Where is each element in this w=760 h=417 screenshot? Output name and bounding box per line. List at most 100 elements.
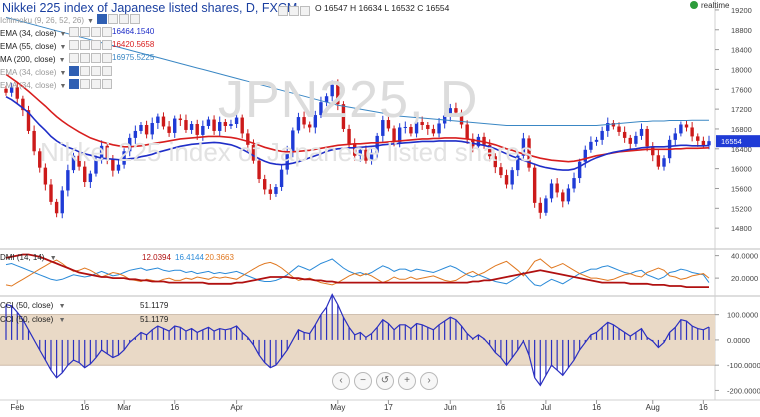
settings-icon[interactable] bbox=[69, 27, 80, 37]
dropdown-arrow-icon[interactable]: ▼ bbox=[58, 57, 66, 64]
candle-body bbox=[600, 130, 604, 140]
time-tick-label: Jul bbox=[541, 403, 551, 412]
settings-icon[interactable] bbox=[278, 6, 288, 16]
candle-body bbox=[566, 188, 571, 202]
candle-body bbox=[651, 146, 655, 156]
candle-body bbox=[606, 123, 610, 131]
dropdown-arrow-icon[interactable]: ▼ bbox=[58, 303, 66, 310]
candle-body bbox=[403, 126, 408, 128]
cci-tick-label: -200.0000 bbox=[727, 386, 760, 395]
price-tick-label: 18000 bbox=[731, 65, 752, 74]
settings-icon[interactable] bbox=[69, 79, 80, 89]
time-tick-label: 16 bbox=[80, 403, 89, 412]
legend-label: Ichimoku (9, 26, 52, 26) bbox=[0, 16, 85, 25]
reset-chart-button[interactable]: ↺ bbox=[376, 372, 394, 390]
source-icon[interactable] bbox=[80, 27, 91, 37]
scroll-left-button[interactable]: ‹ bbox=[332, 372, 350, 390]
candle-body bbox=[291, 130, 295, 152]
price-tick-label: 19200 bbox=[731, 6, 752, 15]
legend-row[interactable]: EMA (55, close) ▼ 16420.5658 bbox=[0, 40, 154, 51]
cci-label: CCI (50, close) bbox=[0, 301, 54, 310]
legend-row[interactable]: EMA (34, close) ▼ bbox=[0, 66, 113, 77]
source-icon[interactable] bbox=[107, 14, 118, 24]
candle-body bbox=[105, 145, 109, 160]
source-icon[interactable] bbox=[80, 66, 91, 76]
legend-value: 16420.5658 bbox=[112, 40, 155, 49]
candle-body bbox=[493, 156, 497, 168]
dropdown-arrow-icon[interactable]: ▼ bbox=[59, 83, 67, 90]
candle-body bbox=[94, 159, 98, 174]
cci-line bbox=[5, 293, 710, 387]
price-tick-label: 18800 bbox=[731, 26, 752, 35]
dropdown-arrow-icon[interactable]: ▼ bbox=[49, 255, 57, 262]
close-icon[interactable] bbox=[102, 40, 113, 50]
close-icon[interactable] bbox=[101, 53, 112, 63]
candle-body bbox=[246, 133, 250, 145]
settings-icon[interactable] bbox=[69, 66, 80, 76]
dropdown-arrow-icon[interactable]: ▼ bbox=[87, 18, 94, 25]
candle-body bbox=[302, 117, 306, 125]
hide-icon[interactable] bbox=[91, 66, 102, 76]
candle-body bbox=[156, 116, 160, 124]
candle-body bbox=[487, 144, 492, 157]
close-icon[interactable] bbox=[102, 79, 113, 89]
hide-icon[interactable] bbox=[91, 40, 102, 50]
candle-body bbox=[195, 124, 199, 135]
close-icon[interactable] bbox=[102, 27, 113, 37]
settings-icon[interactable] bbox=[96, 14, 107, 24]
hide-icon[interactable] bbox=[289, 6, 299, 16]
scroll-right-button[interactable]: › bbox=[420, 372, 438, 390]
legend-row[interactable]: Ichimoku (9, 26, 52, 26) ▼ bbox=[0, 14, 141, 25]
hide-icon[interactable] bbox=[118, 14, 129, 24]
dmi-legend[interactable]: DMI (14, 14) ▼ 12.0394 16.4144 20.3663 bbox=[0, 253, 234, 264]
dropdown-arrow-icon[interactable]: ▼ bbox=[59, 70, 67, 77]
close-icon[interactable] bbox=[300, 6, 310, 16]
dropdown-arrow-icon[interactable]: ▼ bbox=[58, 317, 66, 324]
candle-body bbox=[465, 124, 469, 139]
candle-body bbox=[448, 108, 452, 116]
cci-legend-2[interactable]: CCI (50, close) ▼ 51.1179 bbox=[0, 315, 168, 326]
candle-body bbox=[229, 124, 233, 126]
zoom-out-button[interactable]: − bbox=[354, 372, 372, 390]
candle-body bbox=[313, 115, 318, 128]
candle-body bbox=[184, 120, 188, 130]
watermark-symbol: JPN225, D bbox=[218, 71, 479, 129]
dmi-pane bbox=[5, 253, 710, 289]
cci-tick-label: 0.0000 bbox=[727, 336, 750, 345]
legend-label: EMA (34, close) bbox=[0, 68, 57, 77]
dmi-tick-label: 40.0000 bbox=[731, 252, 758, 261]
candle-body bbox=[21, 98, 25, 111]
source-icon[interactable] bbox=[80, 40, 91, 50]
hide-icon[interactable] bbox=[91, 27, 102, 37]
legend-row[interactable]: EMA (34, close) ▼ 16464.1540 bbox=[0, 27, 154, 38]
settings-icon[interactable] bbox=[69, 40, 80, 50]
zoom-in-button[interactable]: + bbox=[398, 372, 416, 390]
candle-body bbox=[4, 88, 8, 93]
time-tick-label: Feb bbox=[10, 403, 24, 412]
candle-body bbox=[617, 126, 621, 132]
cci-legend-1[interactable]: CCI (50, close) ▼ 51.1179 bbox=[0, 301, 168, 312]
hide-icon[interactable] bbox=[90, 53, 101, 63]
dropdown-arrow-icon[interactable]: ▼ bbox=[59, 44, 67, 51]
settings-icon[interactable] bbox=[68, 53, 79, 63]
candle-body bbox=[330, 84, 334, 97]
legend-row[interactable]: EMA (34, close) ▼ bbox=[0, 79, 113, 90]
close-icon[interactable] bbox=[129, 14, 140, 24]
candle-body bbox=[189, 124, 194, 130]
candle-body bbox=[510, 170, 514, 185]
legend-row[interactable]: MA (200, close) ▼ 16975.5225 bbox=[0, 53, 154, 64]
dmi-adx-value: 12.0394 bbox=[142, 253, 171, 262]
price-tick-label: 14800 bbox=[731, 224, 752, 233]
hide-icon[interactable] bbox=[91, 79, 102, 89]
source-icon[interactable] bbox=[79, 53, 90, 63]
source-icon[interactable] bbox=[80, 79, 91, 89]
close-icon[interactable] bbox=[102, 66, 113, 76]
cci-value: 51.1179 bbox=[140, 315, 169, 324]
price-tick-label: 17200 bbox=[731, 105, 752, 114]
candle-body bbox=[392, 128, 396, 143]
chart-title[interactable]: Nikkei 225 index of Japanese listed shar… bbox=[2, 1, 298, 15]
dropdown-arrow-icon[interactable]: ▼ bbox=[59, 31, 67, 38]
dmi-tick-label: 20.0000 bbox=[731, 274, 758, 283]
candle-body bbox=[285, 151, 289, 170]
